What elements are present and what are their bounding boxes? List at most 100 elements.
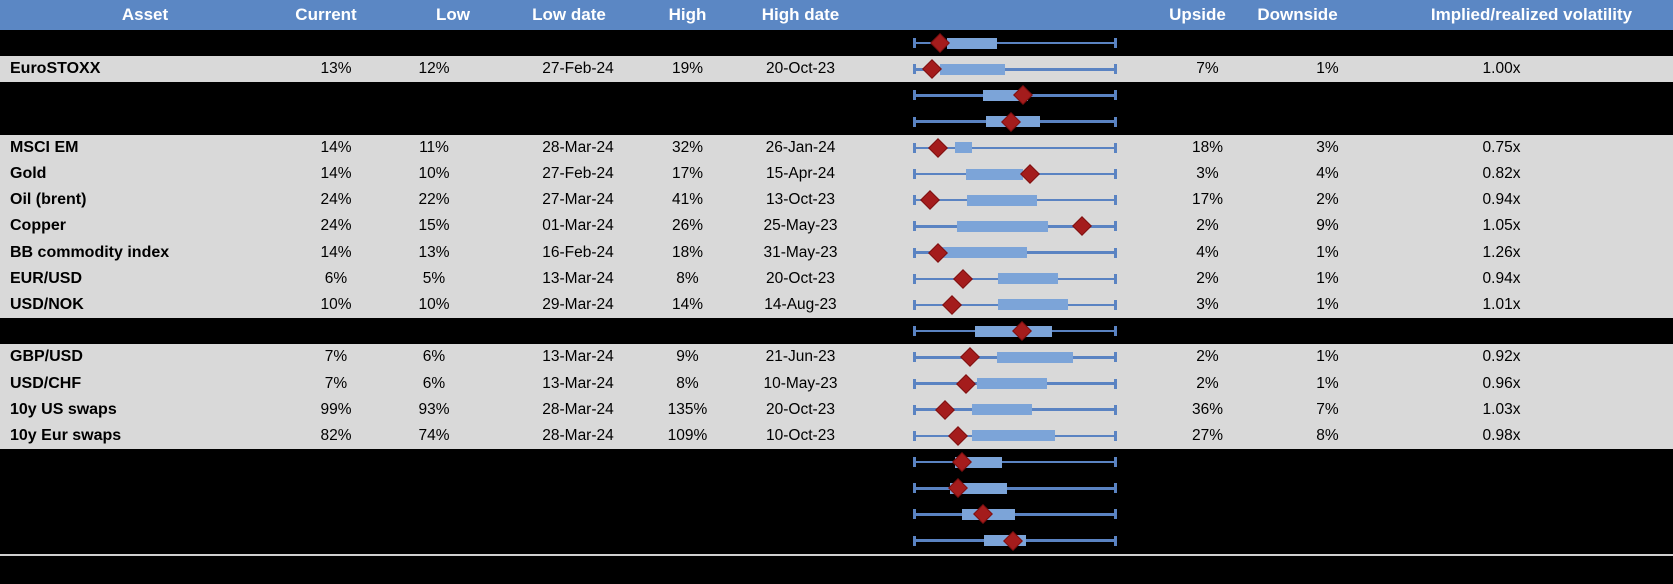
- whisker-cap-left: [913, 90, 916, 101]
- low-date: [506, 318, 632, 344]
- upside-value: [1130, 30, 1265, 56]
- low-date: 13-Mar-24: [542, 269, 614, 287]
- column-header: Asset: [121, 5, 169, 24]
- current-marker-diamond: [920, 190, 940, 211]
- upside-value: 18%: [1191, 138, 1224, 156]
- upside-value: 27%: [1191, 426, 1224, 444]
- boxplot-canvas: [913, 161, 1117, 187]
- downside-value: 9%: [1316, 217, 1339, 235]
- low-value: [382, 109, 506, 135]
- range-boxplot: [858, 449, 1130, 475]
- current-marker-diamond: [935, 399, 955, 420]
- table-row: [0, 501, 1673, 528]
- current-marker-diamond: [1012, 85, 1033, 106]
- whisker-cap-right: [1114, 404, 1117, 415]
- table-row: [0, 449, 1673, 476]
- high-value: 135%: [667, 400, 708, 418]
- downside-value: 1%: [1316, 60, 1339, 78]
- table-row: 10y Eur swaps 82% 74% 28-Mar-24 109% 10-…: [0, 422, 1673, 449]
- range-boxplot: [858, 56, 1130, 82]
- low-date: 27-Feb-24: [542, 165, 614, 183]
- current-value: 14%: [320, 243, 352, 261]
- low-date: [506, 528, 632, 554]
- whisker-cap-right: [1114, 221, 1117, 232]
- whisker-cap-left: [913, 221, 916, 232]
- range-box: [939, 63, 1005, 75]
- low-date: 13-Mar-24: [542, 374, 614, 392]
- current-marker-diamond: [952, 268, 973, 289]
- high-date: [743, 318, 858, 344]
- whisker-line: [913, 41, 1117, 45]
- low-value: 10%: [418, 295, 450, 313]
- high-value: 32%: [671, 138, 704, 156]
- divider-line: [0, 553, 1673, 556]
- current-marker-diamond: [930, 33, 950, 53]
- range-box: [983, 89, 1029, 101]
- whisker-cap-left: [913, 247, 916, 258]
- high-date: [743, 475, 858, 501]
- current-marker-diamond: [1011, 321, 1032, 342]
- boxplot-canvas: [913, 370, 1117, 396]
- table-row: [0, 318, 1673, 345]
- boxplot-canvas: [913, 528, 1117, 554]
- range-boxplot: [858, 213, 1130, 239]
- high-value: [632, 475, 743, 501]
- range-box: [998, 273, 1059, 285]
- asset-name: Gold: [10, 165, 47, 183]
- boxplot-canvas: [913, 213, 1117, 239]
- table-row: [0, 82, 1673, 109]
- high-date: [743, 528, 858, 554]
- low-value: [382, 30, 506, 56]
- current-marker-diamond: [948, 478, 969, 499]
- high-date: 10-May-23: [763, 374, 838, 392]
- upside-value: 3%: [1196, 295, 1219, 313]
- range-box: [972, 430, 1055, 442]
- range-box: [939, 247, 1027, 259]
- column-header: Implied/realized volatility: [1430, 5, 1633, 24]
- high-value: 14%: [671, 295, 704, 313]
- boxplot-canvas: [913, 475, 1117, 501]
- high-date: 20-Oct-23: [766, 400, 835, 418]
- table-row: MSCI EM 14% 11% 28-Mar-24 32% 26-Jan-24 …: [0, 134, 1673, 161]
- asset-name: BB commodity index: [10, 243, 170, 261]
- downside-value: 3%: [1316, 138, 1339, 156]
- range-box: [955, 456, 1002, 468]
- high-value: [632, 109, 743, 135]
- column-header: [858, 0, 1130, 30]
- whisker-line: [913, 513, 1117, 516]
- table-row: GBP/USD 7% 6% 13-Mar-24 9% 21-Jun-23 2%: [0, 344, 1673, 371]
- high-date: [743, 449, 858, 475]
- asset-name: [0, 475, 290, 501]
- column-header: High: [668, 5, 707, 24]
- current-value: [290, 449, 382, 475]
- low-date: [506, 449, 632, 475]
- whisker-cap-right: [1114, 247, 1117, 258]
- column-header: Downside: [1257, 5, 1338, 24]
- column-header: Low date: [532, 5, 606, 24]
- asset-name: [0, 318, 290, 344]
- asset-name: EuroSTOXX: [10, 60, 101, 78]
- asset-name: GBP/USD: [10, 348, 83, 366]
- asset-name: MSCI EM: [10, 138, 79, 156]
- boxplot-canvas: [913, 318, 1117, 344]
- table-row: [0, 30, 1673, 57]
- current-marker-diamond: [948, 426, 969, 446]
- whisker-cap-left: [913, 326, 916, 337]
- current-value: 82%: [320, 426, 352, 444]
- high-value: [632, 318, 743, 344]
- high-date: 20-Oct-23: [766, 60, 835, 78]
- boxplot-canvas: [913, 397, 1117, 423]
- implied-realized-value: 0.82x: [1482, 165, 1521, 183]
- table-row: 10y US swaps 99% 93% 28-Mar-24 135% 20-O…: [0, 396, 1673, 423]
- downside-value: [1265, 449, 1390, 475]
- table-row: EuroSTOXX 13% 12% 27-Feb-24 19% 20-Oct-2…: [0, 56, 1673, 83]
- implied-realized-value: 1.00x: [1482, 60, 1521, 78]
- range-boxplot: [858, 528, 1130, 554]
- current-value: 6%: [324, 269, 348, 287]
- downside-value: [1265, 501, 1390, 527]
- upside-value: [1130, 109, 1265, 135]
- current-marker-diamond: [941, 295, 962, 315]
- footer-bar: [0, 555, 1673, 584]
- downside-value: [1265, 82, 1390, 108]
- boxplot-canvas: [913, 423, 1117, 449]
